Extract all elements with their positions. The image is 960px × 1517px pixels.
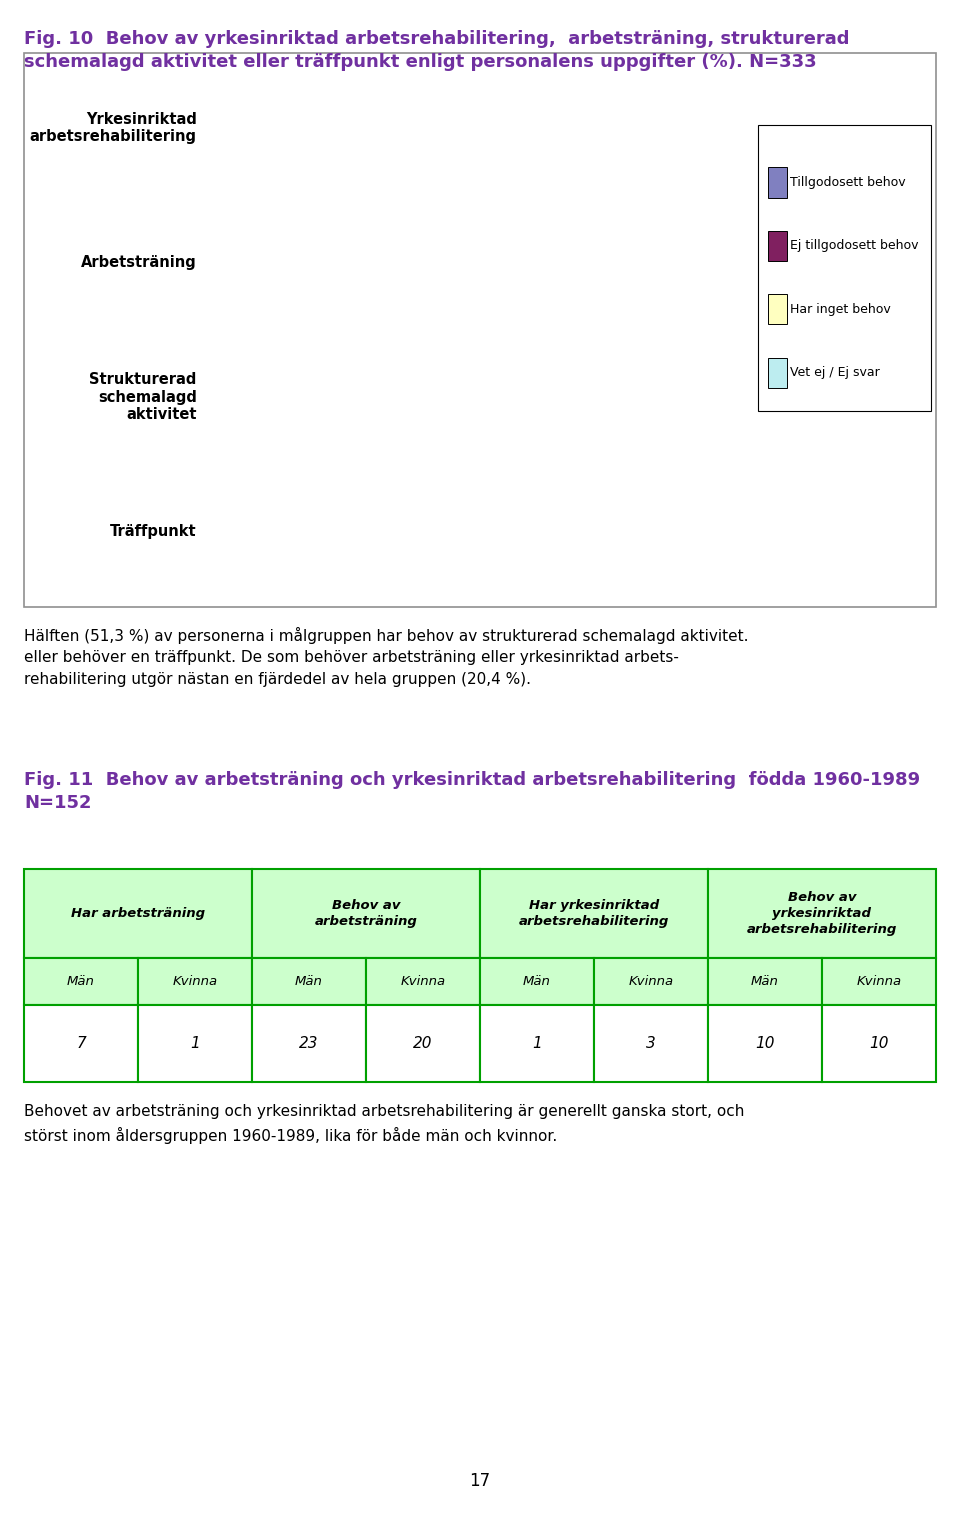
Text: 7: 7 bbox=[76, 1036, 85, 1051]
Text: 29,1: 29,1 bbox=[346, 390, 381, 405]
Text: 1: 1 bbox=[532, 1036, 541, 1051]
Bar bbox=[337, 498, 457, 566]
Text: 3: 3 bbox=[646, 1036, 656, 1051]
Text: Hälften (51,3 %) av personerna i målgruppen har behov av strukturerad schemalagd: Hälften (51,3 %) av personerna i målgrup… bbox=[24, 627, 749, 687]
Text: 71,8: 71,8 bbox=[425, 120, 462, 135]
Text: Kvinna: Kvinna bbox=[400, 975, 445, 988]
Text: 20,4: 20,4 bbox=[676, 120, 711, 135]
Bar bbox=[457, 498, 569, 566]
Text: Fig. 10  Behov av yrkesinriktad arbetsrehabilitering,  arbetsträning, strukturer: Fig. 10 Behov av yrkesinriktad arbetsreh… bbox=[24, 30, 850, 71]
Bar bbox=[206, 61, 749, 196]
Bar bbox=[206, 331, 749, 464]
Text: Män: Män bbox=[751, 975, 779, 988]
Bar bbox=[218, 229, 293, 296]
Text: Behov av
yrkesinriktad
arbetsrehabilitering: Behov av yrkesinriktad arbetsrehabiliter… bbox=[747, 892, 898, 936]
Text: 23: 23 bbox=[300, 1036, 319, 1051]
Bar bbox=[638, 94, 749, 162]
Text: Vet ej / Ej svar: Vet ej / Ej svar bbox=[790, 366, 879, 379]
Text: Har inget behov: Har inget behov bbox=[790, 303, 891, 316]
Text: Kvinna: Kvinna bbox=[629, 975, 674, 988]
Text: 14,4: 14,4 bbox=[228, 390, 263, 405]
Bar bbox=[595, 364, 748, 431]
Bar bbox=[206, 498, 337, 566]
Text: 6: 6 bbox=[228, 120, 237, 135]
Text: 1: 1 bbox=[190, 1036, 200, 1051]
Bar bbox=[443, 364, 595, 431]
Text: Män: Män bbox=[67, 975, 95, 988]
Text: Ej tillgodosett behov: Ej tillgodosett behov bbox=[790, 240, 919, 252]
Text: 20: 20 bbox=[413, 1036, 433, 1051]
Text: Behovet av arbetsträning och yrkesinriktad arbetsrehabilitering är generellt gan: Behovet av arbetsträning och yrkesinrikt… bbox=[24, 1104, 744, 1144]
Bar bbox=[206, 94, 216, 162]
Text: 10: 10 bbox=[756, 1036, 775, 1051]
Bar bbox=[216, 94, 249, 162]
Text: 28,2: 28,2 bbox=[654, 390, 690, 405]
Text: 10: 10 bbox=[869, 1036, 889, 1051]
Text: 17: 17 bbox=[469, 1471, 491, 1490]
Bar bbox=[651, 229, 749, 296]
Text: Kvinna: Kvinna bbox=[173, 975, 218, 988]
Text: Strukturerad
schemalagd
aktivitet: Strukturerad schemalagd aktivitet bbox=[89, 372, 197, 422]
Text: Män: Män bbox=[295, 975, 323, 988]
Text: 20,7: 20,7 bbox=[495, 525, 531, 540]
Text: 22,2: 22,2 bbox=[379, 525, 415, 540]
Bar bbox=[249, 94, 638, 162]
Bar bbox=[569, 498, 748, 566]
Text: Har arbetsträning: Har arbetsträning bbox=[71, 907, 205, 921]
Text: Behov av
arbetsträning: Behov av arbetsträning bbox=[315, 900, 418, 928]
Text: Kvinna: Kvinna bbox=[856, 975, 901, 988]
Text: Fig. 11  Behov av arbetsträning och yrkesinriktad arbetsrehabilitering  födda 19: Fig. 11 Behov av arbetsträning och yrkes… bbox=[24, 771, 920, 812]
Text: Träffpunkt: Träffpunkt bbox=[110, 525, 197, 540]
Text: Arbetsträning: Arbetsträning bbox=[81, 255, 197, 270]
Bar bbox=[284, 364, 443, 431]
Bar bbox=[206, 364, 284, 431]
Text: Tillgodosett behov: Tillgodosett behov bbox=[790, 176, 905, 190]
Bar bbox=[206, 464, 749, 599]
Bar bbox=[206, 196, 749, 331]
Text: 18: 18 bbox=[689, 255, 710, 270]
Text: 33: 33 bbox=[649, 525, 669, 540]
Text: Män: Män bbox=[523, 975, 551, 988]
Text: 66,1: 66,1 bbox=[454, 255, 490, 270]
Text: 28,2: 28,2 bbox=[501, 390, 537, 405]
Text: Yrkesinriktad
arbetsrehabilitering: Yrkesinriktad arbetsrehabilitering bbox=[30, 112, 197, 144]
Text: 24: 24 bbox=[261, 525, 281, 540]
Bar bbox=[293, 229, 651, 296]
Text: 13,8: 13,8 bbox=[237, 255, 274, 270]
Text: Har yrkesinriktad
arbetsrehabilitering: Har yrkesinriktad arbetsrehabilitering bbox=[518, 900, 669, 928]
Bar bbox=[206, 229, 218, 296]
